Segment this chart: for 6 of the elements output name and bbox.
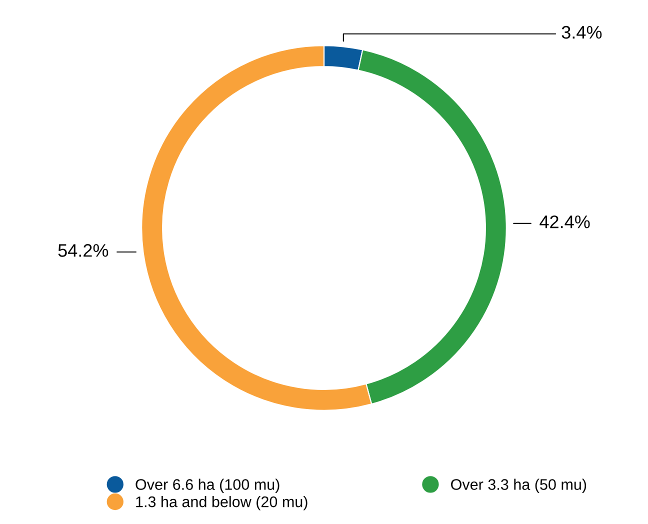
legend-label: Over 3.3 ha (50 mu) [451,478,586,493]
data-label: 54.2% [58,244,108,257]
data-label: 42.4% [540,215,590,228]
data-label: 3.4% [562,26,602,39]
legend-label: Over 6.6 ha (100 mu) [136,478,280,493]
legend-label: 1.3 ha and below (20 mu) [136,496,308,510]
